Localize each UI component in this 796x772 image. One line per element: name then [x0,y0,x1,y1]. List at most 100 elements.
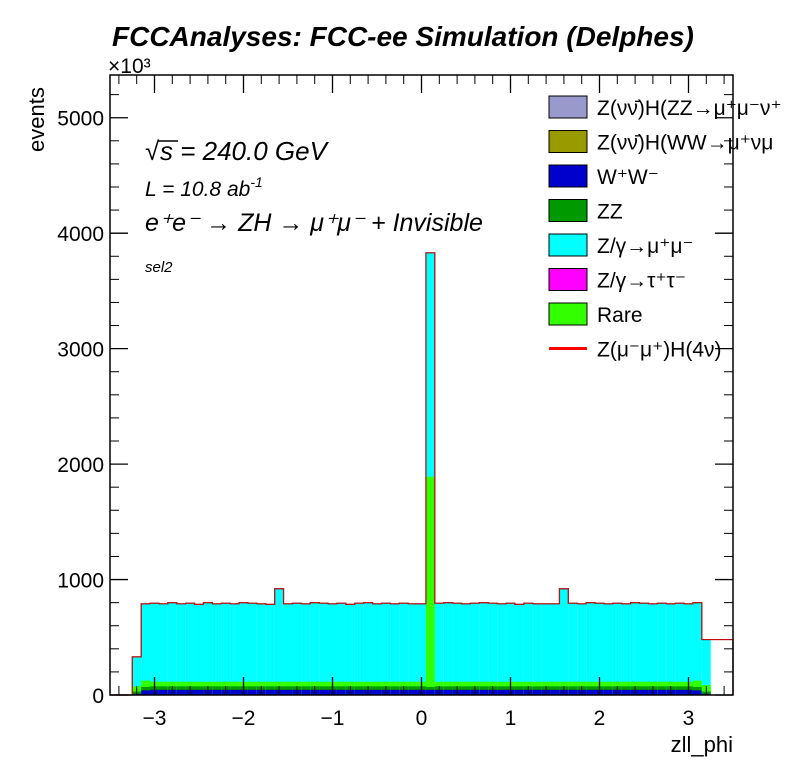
bar-total-43 [514,604,524,695]
bar-total-13 [247,603,257,695]
legend-label-7: Z(μ⁻μ⁺)H(4ν) [597,339,722,362]
bar-ww-53 [603,689,613,695]
bar-ww-49 [568,689,578,695]
bar-total-26 [363,602,373,695]
x-tick-label-4: 1 [505,707,517,730]
bar-ww-33 [425,689,435,695]
bar-total-15 [265,604,275,695]
x-tick-label-0: −3 [143,707,167,730]
bar-total-55 [621,603,631,695]
bar-total-47 [550,603,560,695]
bar-ww-47 [550,689,560,695]
luminosity-label: L = 10.8 ab-1 [145,174,263,201]
bar-total-56 [630,602,640,695]
annotations: √ s = 240.0 GeV L = 10.8 ab-1 e⁺e⁻ → ZH … [145,136,483,276]
bar-total-42 [506,603,515,695]
legend-label-1: Z(νν̄)H(WW→μ⁺νμ [597,132,773,155]
legend-swatch-0 [548,95,588,119]
y-tick-label-4: 4000 [57,223,104,246]
bar-total-33 [425,252,435,696]
y-multiplier-label: ×10³ [108,55,151,78]
legend-swatch-1 [548,130,588,153]
bar-ww-63 [692,690,702,695]
bar-total-3 [158,603,168,695]
bar-total-50 [577,603,587,695]
x-tick-label-5: 2 [594,707,606,730]
bar-total-63 [692,602,702,695]
bar-total-30 [399,603,409,695]
bar-ww-43 [514,689,524,695]
bar-ww-27 [372,689,382,695]
bar-ww-45 [532,689,542,695]
bar-total-52 [595,603,604,695]
bar-total-35 [443,602,453,695]
bar-total-17 [283,603,293,695]
bar-total-16 [274,588,284,695]
bar-ww-23 [336,689,346,695]
bar-total-12 [239,602,248,695]
y-tick-label-2: 2000 [57,454,104,477]
bar-total-29 [390,603,400,695]
y-tick-label-5: 5000 [57,108,104,131]
bar-ww-13 [247,689,257,695]
bar-total-31 [408,603,418,695]
bar-total-4 [167,602,177,695]
bar-total-51 [586,602,596,695]
bar-total-41 [497,603,507,695]
bar-total-34 [434,603,444,695]
legend: Z(νν̄)H(ZZ→μ⁺μ⁻ν⁺ Z(νν̄)H(WW→μ⁺νμ W⁺W⁻ ZZ Z/… [548,95,782,362]
bar-total-21 [319,603,329,695]
y-axis-label: events [24,87,49,152]
bar-total-24 [345,604,355,695]
bar-total-54 [612,603,622,695]
legend-swatch-5 [548,268,588,291]
bar-total-7 [194,604,204,695]
bar-total-49 [568,603,578,695]
bar-total-14 [256,603,266,695]
signal-line [110,252,734,696]
bar-ww-31 [408,689,418,695]
bar-ww-9 [212,689,222,695]
selection-label: sel2 [145,259,173,276]
bar-total-2 [150,603,159,695]
bar-total-44 [523,603,533,695]
bar-total-28 [381,603,391,695]
bar-total-32 [417,603,426,695]
x-tick-label-2: −1 [321,707,345,730]
legend-label-4: Z/γ→μ⁺μ⁻ [597,235,694,258]
bar-total-1 [141,603,151,695]
bar-total-45 [532,603,542,695]
bar-ww-7 [194,689,204,695]
legend-label-6: Rare [597,304,643,327]
bar-total-5 [176,603,186,695]
bar-total-62 [684,603,693,695]
x-axis-label: zll_phi [671,732,733,757]
bar-total-22 [328,603,337,695]
bar-total-53 [603,603,613,695]
bar-ww-11 [230,689,240,695]
legend-label-5: Z/γ→τ⁺τ⁻ [597,270,686,293]
y-tick-label-1: 1000 [57,570,104,593]
x-tick-label-6: 3 [683,707,695,730]
bar-ww-21 [319,689,329,695]
bar-total-36 [452,603,462,695]
bar-total-20 [310,602,320,695]
bar-ww-19 [301,689,311,695]
legend-swatch-6 [548,302,588,326]
bar-total-25 [354,603,364,695]
bar-ww-5 [176,689,186,695]
bar-ww-51 [586,689,596,695]
bar-ww-61 [675,689,685,695]
bar-total-46 [541,603,551,695]
bar-total-59 [657,603,667,695]
bar-total-19 [301,603,311,695]
bar-ww-15 [265,689,275,695]
bar-ww-37 [461,689,471,695]
bar-total-27 [372,603,382,695]
bar-total-39 [479,602,489,695]
bar-total-58 [648,603,658,695]
legend-swatch-2 [548,164,588,188]
bar-ww-29 [390,689,400,695]
